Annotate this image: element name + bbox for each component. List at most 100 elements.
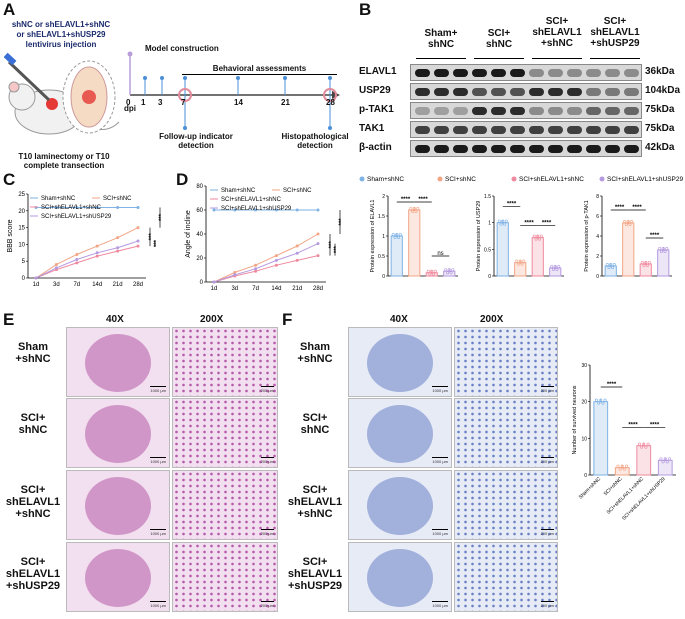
line-xtick-label: 14d bbox=[92, 282, 102, 288]
timeline-tick-dot bbox=[183, 76, 187, 80]
blot-band bbox=[567, 88, 582, 96]
bar-point bbox=[620, 464, 624, 468]
blot-kda-label: 75kDa bbox=[645, 104, 675, 115]
series-point bbox=[136, 226, 140, 230]
bar-point bbox=[536, 234, 540, 238]
bar-point bbox=[626, 219, 630, 223]
line-xtick-label: 21d bbox=[292, 286, 302, 292]
line-ylabel: Angle of incline bbox=[185, 210, 192, 258]
panel-label-b: B bbox=[359, 0, 372, 19]
bar bbox=[390, 235, 403, 277]
timeline-tick-dot bbox=[328, 76, 332, 80]
line-xtick-label: 3d bbox=[53, 282, 60, 288]
bar-ytick-label: 1.5 bbox=[378, 214, 385, 220]
series-line bbox=[35, 227, 139, 279]
blot-band bbox=[491, 145, 506, 153]
series-point bbox=[316, 208, 320, 212]
legend-marker bbox=[437, 176, 443, 182]
blot-group-underline bbox=[590, 58, 640, 59]
bar-point bbox=[518, 259, 522, 263]
blot-band bbox=[605, 126, 620, 134]
histo-row-label: SCI+ shELAVL1 +shNC bbox=[5, 484, 61, 520]
blot-band bbox=[586, 107, 601, 115]
bar-point bbox=[538, 237, 542, 241]
bar-category-label: SCI+shELAVL1+shNC bbox=[606, 476, 646, 516]
line-xtick-label: 3d bbox=[231, 286, 238, 292]
legend-marker bbox=[359, 176, 365, 182]
series-point bbox=[116, 236, 120, 240]
blot-band bbox=[567, 145, 582, 153]
bar-point bbox=[644, 445, 648, 449]
blot-band bbox=[434, 88, 449, 96]
bar-point bbox=[391, 232, 395, 236]
blot-band bbox=[624, 88, 639, 96]
blot-row-label: TAK1 bbox=[359, 123, 385, 134]
sig-stars: **** bbox=[524, 220, 534, 226]
blot-band bbox=[453, 88, 468, 96]
timeline-tick-label: 14 bbox=[234, 98, 243, 107]
bar-point bbox=[553, 265, 557, 269]
blot-band bbox=[567, 69, 582, 77]
bar-ytick-label: 1 bbox=[382, 234, 385, 240]
bar-ytick-label: 20 bbox=[581, 400, 587, 406]
blot-kda-label: 75kDa bbox=[645, 123, 675, 134]
blot-band bbox=[472, 88, 487, 96]
bar-point bbox=[647, 261, 651, 265]
bar bbox=[657, 459, 673, 476]
line-sig-stars: *** bbox=[159, 213, 165, 221]
series-point bbox=[295, 244, 299, 248]
line-ytick-label: 25 bbox=[18, 192, 25, 198]
bar bbox=[496, 222, 509, 277]
bar-ytick-label: 4 bbox=[596, 234, 599, 240]
bar-point bbox=[607, 266, 611, 270]
bbb-line-chart: 0 5 10 15 20 25 1d 3d 7d 14d 21d 28d BBB score Sham+s… bbox=[7, 192, 165, 288]
blot-band bbox=[529, 145, 544, 153]
blot-group-underline bbox=[532, 58, 582, 59]
line-legend-label: SCI+shELAVL1+shUSP29 bbox=[221, 206, 292, 212]
bar-point bbox=[497, 219, 501, 223]
histo-200x-image: 200 μm bbox=[172, 327, 278, 397]
bar-point bbox=[625, 464, 629, 468]
timeline-tick-label: 28 bbox=[326, 98, 335, 107]
series-point bbox=[75, 258, 79, 262]
bar-point bbox=[630, 219, 634, 223]
panel-label-e: E bbox=[3, 310, 15, 329]
line-xtick-label: 28d bbox=[133, 282, 143, 288]
histo-row-label: SCI+ shNC bbox=[300, 412, 330, 436]
bar-point bbox=[618, 467, 622, 471]
blot-kda-label: 104kDa bbox=[645, 85, 681, 96]
blot-band bbox=[491, 88, 506, 96]
line-sig-stars: *** bbox=[149, 233, 155, 241]
blot-band bbox=[510, 69, 525, 77]
sig-stars: **** bbox=[607, 382, 617, 388]
sig-stars: **** bbox=[507, 202, 517, 208]
series-point bbox=[75, 252, 79, 256]
dpi-label: dpi bbox=[124, 104, 136, 113]
blot-band bbox=[529, 88, 544, 96]
series-point bbox=[295, 251, 299, 255]
line-ylabel: BBB score bbox=[7, 219, 14, 252]
series-point bbox=[316, 254, 320, 258]
histo-row-label: SCI+ shELAVL1 +shUSP29 bbox=[5, 556, 61, 592]
bar-point bbox=[451, 268, 455, 272]
series-point bbox=[274, 208, 278, 212]
line-xtick-label: 1d bbox=[33, 282, 40, 288]
bar-ytick-label: 0 bbox=[488, 274, 491, 280]
legend-marker bbox=[599, 176, 605, 182]
bar bbox=[604, 265, 617, 277]
bar-point bbox=[552, 268, 556, 272]
blot-band bbox=[434, 145, 449, 153]
blot-band bbox=[453, 145, 468, 153]
series-point bbox=[233, 273, 237, 277]
tissue-section bbox=[367, 549, 433, 607]
bar-point bbox=[539, 234, 543, 238]
tissue-section bbox=[85, 334, 151, 392]
tissue-section bbox=[85, 549, 151, 607]
legend-label: Sham+shNC bbox=[367, 176, 404, 183]
line-ytick-label: 15 bbox=[18, 226, 25, 232]
bar bbox=[593, 401, 609, 476]
blot-group-underline bbox=[416, 58, 466, 59]
bar-point bbox=[522, 259, 526, 263]
series-point bbox=[274, 258, 278, 262]
blot-band bbox=[605, 69, 620, 77]
